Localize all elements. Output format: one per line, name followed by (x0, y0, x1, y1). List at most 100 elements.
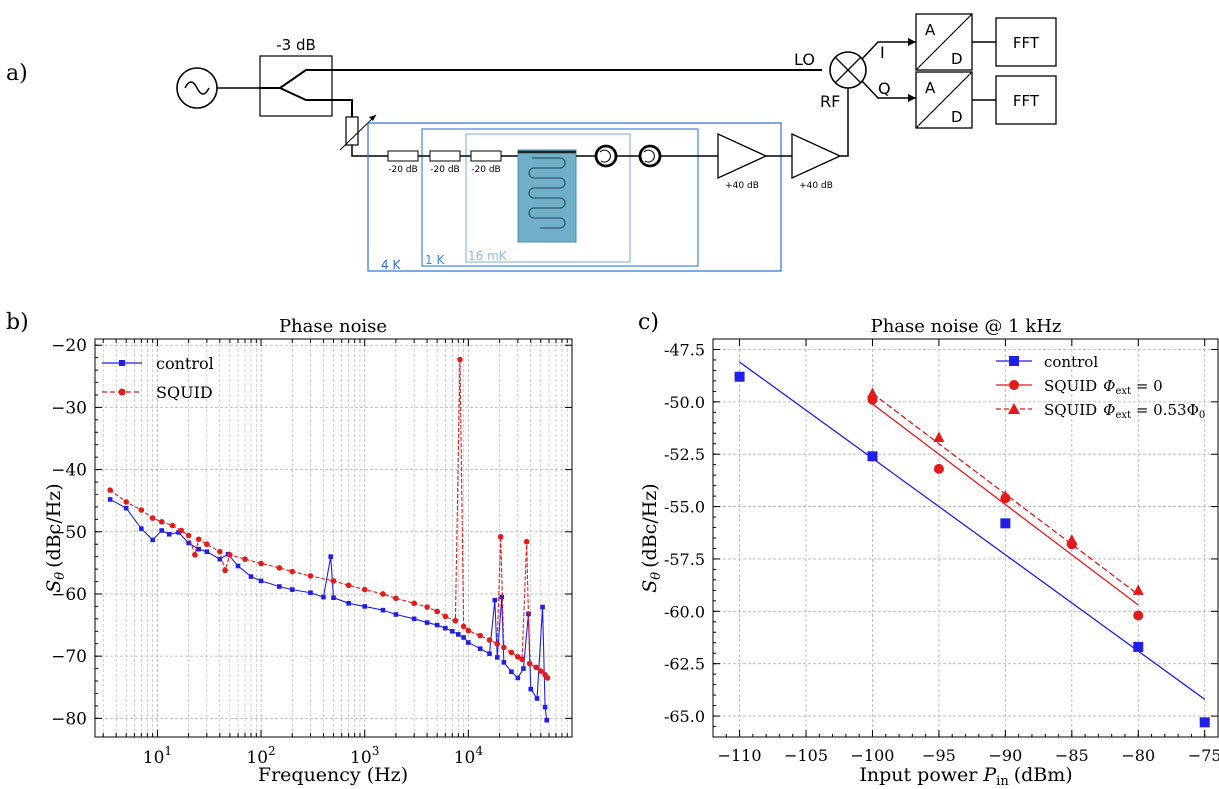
legend-control-label: control (156, 354, 214, 373)
attenuator-1-label: -20 dB (388, 165, 417, 175)
amplifier-2-label: +40 dB (799, 181, 833, 191)
data-point-squid (195, 536, 202, 543)
lo-label: LO (794, 50, 815, 69)
data-point-control (542, 704, 548, 710)
attenuator-2-label: -20 dB (430, 165, 459, 175)
data-point-squid (486, 637, 493, 643)
data-point-control (1199, 717, 1210, 728)
data-point-squid (452, 617, 459, 624)
circuit-diagram: a) -3 dB 4 K 1 K 16 mK -20 dB -20 dB -20… (6, 13, 1057, 272)
data-point-squid-phi053 (999, 490, 1011, 501)
data-point-squid (138, 507, 145, 513)
data-point-squid-phi053 (866, 387, 878, 398)
adc-i-top-label: A (925, 21, 936, 39)
tick-label-x: −110 (718, 746, 762, 765)
legend-c-squid53-value-sub: 0 (1199, 410, 1205, 421)
amplifier-1-icon (717, 132, 768, 180)
tick-label-x: −85 (1055, 746, 1089, 765)
data-point-control (487, 651, 492, 656)
data-point-squid-phi053 (1066, 534, 1078, 545)
data-point-control (196, 546, 201, 552)
data-point-squid (380, 591, 386, 597)
chart-c-ylabel-symbol: S (639, 580, 661, 593)
i-branch (861, 41, 916, 60)
q-branch (861, 80, 916, 99)
data-point-squid (307, 573, 314, 579)
data-point-squid (330, 578, 337, 584)
tick-label-y: −60 (51, 585, 87, 605)
data-point-control (248, 574, 254, 579)
data-point-squid (508, 649, 515, 656)
stage-4k-label: 4 K (381, 258, 401, 272)
data-point-control (217, 556, 223, 562)
data-point-control (734, 371, 745, 382)
data-point-squid (204, 541, 210, 548)
tick-label-x: 102 (246, 744, 275, 768)
chart-c-legend: control SQUID Φext = 0 SQUID Φext = 0.53Φ0 (996, 353, 1205, 421)
data-point-squid (537, 668, 544, 674)
data-point-squid (533, 664, 539, 671)
data-point-squid (361, 586, 368, 593)
fft-i-label: FFT (1013, 34, 1040, 52)
legend-c-control-marker (1009, 356, 1019, 366)
legend-c-squid53-sub: ext (1115, 410, 1131, 421)
legend-c-squid53-marker (1008, 403, 1020, 414)
data-point-squid (477, 632, 483, 639)
i-label: I (880, 43, 885, 62)
legend-c-squid53-value: = 0.53Φ (1131, 401, 1199, 419)
data-point-control (235, 563, 241, 569)
data-point-control (494, 655, 500, 660)
legend-c-squid0-value: = 0 (1131, 377, 1163, 395)
data-point-control (1133, 641, 1144, 652)
splitter-branch-top (260, 69, 332, 89)
attenuator-arrow-icon (339, 114, 377, 151)
series-line-control (109, 498, 548, 721)
data-point-control (186, 540, 191, 546)
data-point-control (528, 686, 534, 692)
legend-squid-marker (118, 388, 126, 396)
data-point-squid (222, 567, 228, 574)
resonator-chip (517, 149, 577, 243)
chart-b-ylabel-symbol: S (43, 580, 65, 593)
data-point-control (123, 505, 129, 511)
data-point-control (867, 451, 878, 462)
chart-b-ylabel: Sθ (dBc/Hz) (43, 483, 68, 592)
data-point-squid-phi0 (1133, 610, 1144, 621)
tick-label-y: −20 (51, 336, 87, 356)
tick-label-x: 101 (143, 744, 172, 768)
data-point-control (434, 622, 440, 628)
adc-q-bottom-label: D (951, 108, 963, 126)
data-point-squid (123, 499, 130, 505)
phase-noise-chart: b) Phase noise 101 102 103 104 −20 −30 −40 −50 −… (6, 310, 573, 786)
stage-16mk-label: 16 mK (468, 249, 508, 263)
tick-label-x: 103 (350, 744, 379, 768)
amplifier-2-icon (791, 132, 842, 180)
stage-1k-box (421, 128, 699, 267)
data-point-squid (497, 533, 504, 540)
data-point-squid (442, 613, 449, 620)
tick-label-x: −80 (1121, 746, 1155, 765)
data-point-control (449, 628, 455, 634)
data-point-squid (185, 532, 192, 539)
legend-c-squid0-sub: ext (1115, 386, 1131, 397)
chart-c-xlabel-symbol: P (982, 764, 997, 786)
legend-c-squid53-phi: Φ (1103, 401, 1115, 419)
chart-c-ticks: −110 −105 −100 −95 −90 −85 −80 −75 -47.5 -50.0 -52… (664, 338, 1219, 765)
fit-line-control (739, 361, 1206, 700)
splitter-branch-bottom (279, 87, 353, 117)
legend-c-squid0-marker (1009, 380, 1019, 390)
chart-b-title: Phase noise (279, 316, 387, 337)
data-point-control (501, 660, 507, 665)
adc-i-diagonal (915, 13, 973, 71)
arrowhead-icon (369, 115, 376, 121)
data-point-control (477, 646, 483, 651)
data-point-squid (258, 560, 264, 567)
chart-c-grid (713, 339, 1218, 737)
rf-wire (840, 88, 849, 157)
data-point-control (424, 620, 430, 625)
circulator-2-arrow (643, 149, 655, 163)
chart-c-xlabel: Input power Pin (dBm) (859, 764, 1072, 789)
data-point-control (346, 600, 351, 606)
tick-label-x: 104 (454, 744, 484, 768)
